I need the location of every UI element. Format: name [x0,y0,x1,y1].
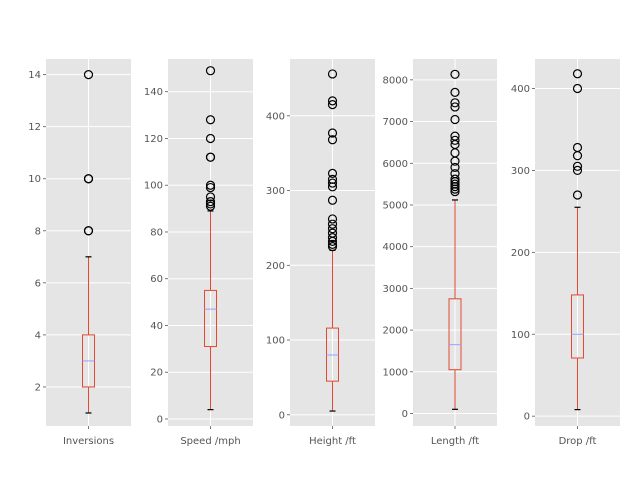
outlier-point [205,182,216,193]
y-tick-label: 0 [157,414,163,425]
outlier-point [327,128,338,138]
outlier-point [83,174,94,184]
outlier-point [205,133,216,144]
outlier-point [327,178,338,188]
outlier-point [450,135,460,145]
x-tick-label: Drop /ft [559,436,597,447]
outlier-point [450,162,460,173]
outlier-point [450,179,460,189]
x-tick-label: Inversions [63,436,114,447]
y-tick-label: 0 [402,409,408,420]
y-tick-label: 14 [28,70,41,81]
outlier-point [450,169,460,179]
y-tick-label: 12 [28,122,41,133]
outlier-point [450,69,460,79]
outlier-point [327,96,338,106]
outlier-point [205,199,216,209]
outlier-point [572,142,583,153]
outlier-point [205,201,216,211]
y-tick-label: 2000 [383,326,408,337]
iqr-box [571,294,584,359]
y-tick-label: 400 [266,111,285,122]
outlier-point [83,70,94,80]
y-tick-label: 0 [279,410,285,421]
y-tick-label: 4000 [383,242,408,253]
y-tick-label: 100 [144,181,163,192]
y-tick-label: 40 [150,321,163,332]
y-tick-label: 6 [35,278,41,289]
outlier-point [83,226,94,236]
outlier-point [327,219,338,229]
outlier-point [450,87,460,97]
outlier-point [205,192,216,202]
y-tick-label: 200 [266,261,285,272]
y-tick-label: 20 [150,368,163,379]
y-tick-label: 1000 [383,367,408,378]
boxplot-panel-3: 0 100 200 300 400 Height /ft [266,59,375,447]
outlier-point [450,102,460,112]
y-tick-label: 2 [35,382,41,393]
outlier-point [327,239,338,249]
outlier-point [450,114,460,125]
boxplot-panel-4: 0 1000 2000 3000 4000 5000 6000 7000 8000 Length … [383,59,497,447]
y-tick-label: 6000 [383,159,408,170]
outlier-point [205,66,216,76]
outlier-point [205,180,216,190]
outlier-point [327,195,338,205]
y-tick-label: 0 [524,412,530,423]
outlier-point [327,224,338,234]
y-tick-label: 7000 [383,117,408,128]
outlier-point [572,165,583,176]
y-tick-label: 5000 [383,200,408,211]
y-tick-label: 120 [144,134,163,145]
x-tick-label: Speed /mph [180,436,240,447]
y-tick-label: 100 [266,336,285,347]
outlier-point [327,168,338,178]
x-tick-label: Length /ft [431,436,479,447]
y-tick-label: 80 [150,227,163,238]
outlier-point [327,99,338,110]
outlier-point [572,161,583,171]
iqr-box [204,289,217,348]
y-tick-label: 300 [511,166,530,177]
y-tick-label: 4 [35,330,41,341]
y-tick-label: 60 [150,274,163,285]
x-tick-label: Height /ft [309,436,356,447]
y-tick-label: 140 [144,87,163,98]
y-tick-label: 100 [511,330,530,341]
boxplot-panel-2: 0 20 40 60 80 100 120 140 Speed /mph [144,59,253,447]
y-tick-label: 300 [266,186,285,197]
outlier-point [327,174,338,184]
outlier-point [327,228,338,238]
y-tick-label: 8000 [383,75,408,86]
outlier-point [205,115,216,125]
outlier-point [327,233,338,243]
boxplot-panel-5: 0 100 200 300 400 Drop /ft [511,59,620,447]
outlier-point [450,98,460,108]
outlier-point [450,174,460,184]
outlier-point [450,131,460,141]
outlier-point [327,69,338,79]
outlier-point [205,152,216,162]
boxplot-panel-1: 2 4 6 8 10 12 14 Inversions [28,59,131,447]
outlier-point [572,83,583,94]
y-tick-label: 3000 [383,284,408,295]
y-tick-label: 400 [511,84,530,95]
y-tick-label: 200 [511,248,530,259]
y-tick-label: 10 [28,174,41,185]
outlier-point [327,214,338,224]
outlier-point [572,69,583,79]
outlier-point [205,196,216,207]
iqr-box [448,298,462,371]
outlier-point [572,190,583,200]
outlier-point [327,135,338,145]
y-tick-label: 8 [35,226,41,237]
